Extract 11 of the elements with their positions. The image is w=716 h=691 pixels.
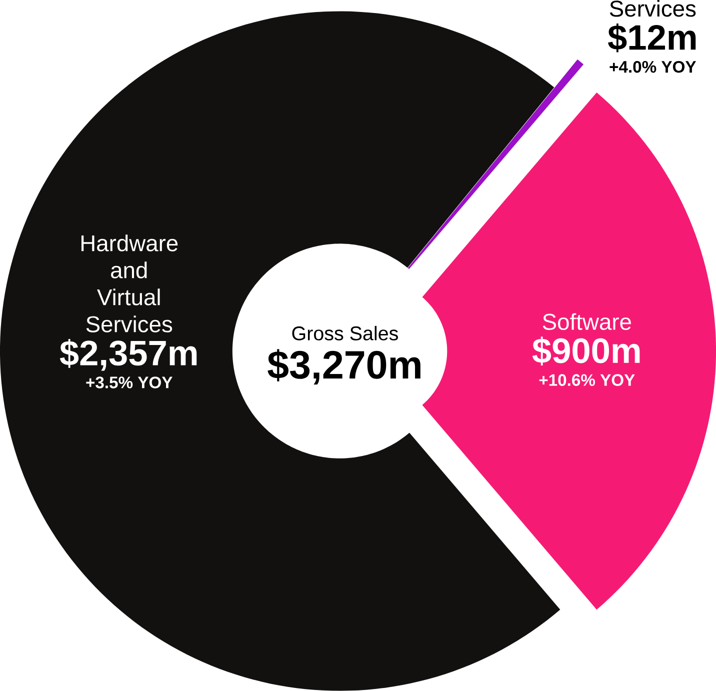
- data-label: $2,357m: [60, 339, 197, 371]
- data-label: $900m: [532, 336, 640, 366]
- slice-label: Software: [542, 313, 631, 330]
- text: +4.0% YOY: [610, 61, 696, 73]
- slice-label: Services: [610, 0, 696, 17]
- text: $3,270m: [268, 349, 420, 385]
- text: Gross Sales: [292, 326, 398, 340]
- text: +3.5% YOY: [86, 376, 172, 388]
- slice-label: Hardware and Virtual Services: [81, 234, 178, 332]
- data-label: $12m: [608, 24, 696, 52]
- text: +10.6% YOY: [539, 374, 635, 386]
